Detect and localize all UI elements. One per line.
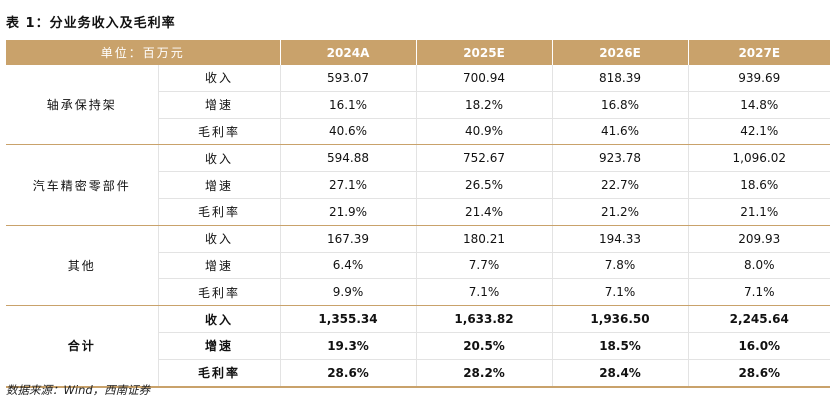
value-cell: 18.5% [551,332,689,360]
metric-label: 收入 [157,305,281,333]
table-row: 增速 19.3% 20.5% 18.5% 16.0% [6,332,831,360]
value-cell: 21.4% [415,198,553,226]
value-cell: 7.1% [551,278,689,307]
metric-label: 增速 [157,171,281,199]
value-cell: 593.07 [279,65,417,92]
metric-label: 毛利率 [157,198,281,226]
value-cell: 923.78 [551,144,689,173]
metric-label: 收入 [157,144,281,173]
value-cell: 194.33 [551,225,689,253]
value-cell: 8.0% [687,252,831,280]
value-cell: 26.5% [415,171,553,199]
value-cell: 40.6% [279,118,417,146]
metric-label: 毛利率 [157,278,281,307]
value-cell: 209.93 [687,225,831,253]
value-cell: 18.6% [687,171,831,199]
metric-label: 收入 [157,225,281,253]
value-cell: 180.21 [415,225,553,253]
table-row: 增速 6.4% 7.7% 7.8% 8.0% [6,252,831,280]
value-cell: 28.6% [687,359,831,388]
table-row: 毛利率 9.9% 7.1% 7.1% 7.1% [6,278,831,307]
value-cell: 28.6% [279,359,417,388]
metric-label: 收入 [157,65,281,92]
value-cell: 6.4% [279,252,417,280]
value-cell: 1,633.82 [415,305,553,333]
year-header: 2027E [687,40,831,65]
value-cell: 41.6% [551,118,689,146]
table-row: 其他 收入 167.39 180.21 194.33 209.93 [6,225,831,307]
table-row: 毛利率 28.6% 28.2% 28.4% 28.6% [6,359,831,388]
value-cell: 7.7% [415,252,553,280]
value-cell: 18.2% [415,91,553,119]
value-cell: 20.5% [415,332,553,360]
value-cell: 7.1% [687,278,831,307]
value-cell: 167.39 [279,225,417,253]
unit-header: 单位：百万元 [6,40,281,65]
table-row: 轴承保持架 收入 593.07 700.94 818.39 939.69 [6,65,831,146]
value-cell: 21.2% [551,198,689,226]
segment-name: 汽车精密零部件 [6,144,158,226]
value-cell: 7.1% [415,278,553,307]
year-header: 2025E [415,40,553,65]
source-note: 数据来源：Wind，西南证券 [6,383,151,397]
segment-name: 合计 [6,305,158,388]
value-cell: 40.9% [415,118,553,146]
financial-table: 单位：百万元 2024A 2025E 2026E 2027E 轴承保持架 收入 59… [6,40,831,388]
metric-label: 增速 [157,91,281,119]
value-cell: 1,096.02 [687,144,831,173]
value-cell: 1,936.50 [551,305,689,333]
metric-label: 增速 [157,252,281,280]
table-row: 毛利率 21.9% 21.4% 21.2% 21.1% [6,198,831,226]
value-cell: 21.1% [687,198,831,226]
table-row: 增速 27.1% 26.5% 22.7% 18.6% [6,171,831,199]
value-cell: 9.9% [279,278,417,307]
value-cell: 22.7% [551,171,689,199]
value-cell: 19.3% [279,332,417,360]
segment-name: 轴承保持架 [6,65,158,146]
value-cell: 1,355.34 [279,305,417,333]
value-cell: 16.0% [687,332,831,360]
table-row: 合计 收入 1,355.34 1,633.82 1,936.50 2,245.64 [6,305,831,388]
value-cell: 939.69 [687,65,831,92]
table-row: 增速 16.1% 18.2% 16.8% 14.8% [6,91,831,119]
value-cell: 2,245.64 [687,305,831,333]
value-cell: 16.1% [279,91,417,119]
header-row: 单位：百万元 2024A 2025E 2026E 2027E [6,40,831,65]
value-cell: 16.8% [551,91,689,119]
value-cell: 594.88 [279,144,417,173]
table-row: 毛利率 40.6% 40.9% 41.6% 42.1% [6,118,831,146]
metric-label: 毛利率 [157,359,281,388]
table-row: 汽车精密零部件 收入 594.88 752.67 923.78 1,096.02 [6,144,831,226]
value-cell: 752.67 [415,144,553,173]
year-header: 2024A [279,40,417,65]
table-title: 表 1：分业务收入及毛利率 [6,16,176,31]
value-cell: 28.2% [415,359,553,388]
metric-label: 毛利率 [157,118,281,146]
segment-name: 其他 [6,225,158,307]
value-cell: 42.1% [687,118,831,146]
value-cell: 14.8% [687,91,831,119]
value-cell: 28.4% [551,359,689,388]
year-header: 2026E [551,40,689,65]
value-cell: 7.8% [551,252,689,280]
value-cell: 21.9% [279,198,417,226]
value-cell: 700.94 [415,65,553,92]
value-cell: 27.1% [279,171,417,199]
value-cell: 818.39 [551,65,689,92]
metric-label: 增速 [157,332,281,360]
